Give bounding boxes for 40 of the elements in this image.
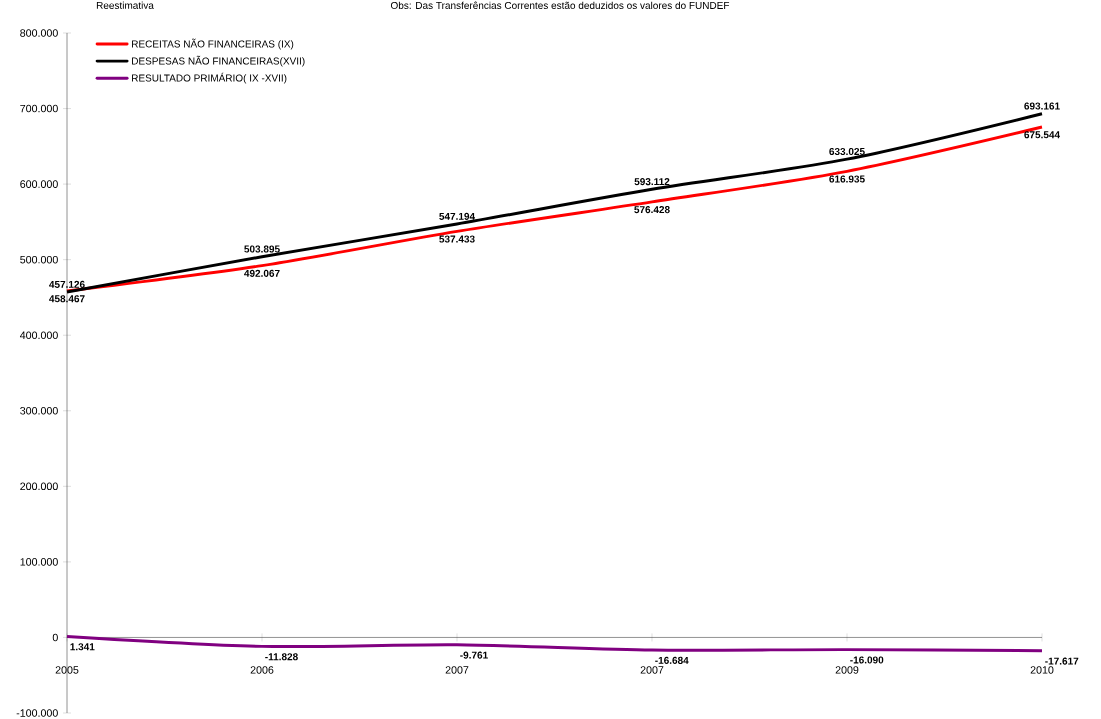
data-label: 457.126 [49, 280, 85, 288]
text: Obs: Das Transferências Correntes estão deduzidos os valores do FUNDEF [390, 1, 730, 9]
legend-label: DESPESAS NÃO FINANCEIRAS(XVII) [132, 55, 305, 67]
y-tick-label: 200.000 [20, 482, 58, 491]
legend-label: RECEITAS NÃO FINANCEIRAS (IX) [132, 38, 294, 50]
x-tick-label: 2007 [640, 666, 664, 674]
y-tick-label: 500.000 [20, 255, 58, 264]
data-label: -16.090 [850, 656, 884, 664]
data-label: 1.341 [70, 643, 95, 651]
legend-label: RESULTADO PRIMÁRIO( IX -XVII) [132, 72, 287, 84]
data-label: 492.067 [244, 269, 280, 277]
data-label: -16.684 [655, 656, 689, 664]
x-tick-label: 2010 [1030, 666, 1054, 674]
y-tick-label: 700.000 [20, 104, 58, 113]
x-tick-label: 2009 [835, 666, 859, 674]
text: Reestimativa [96, 1, 154, 9]
y-tick-label: 600.000 [20, 180, 58, 188]
data-label: -17.617 [1045, 657, 1079, 665]
x-tick-label: 2005 [55, 666, 79, 674]
data-label: 693.161 [1024, 102, 1060, 110]
y-tick-label: -100.000 [16, 709, 58, 717]
data-label: 593.112 [634, 178, 670, 186]
line-series [65, 634, 1044, 653]
data-label: 547.194 [439, 212, 476, 220]
data-label: 537.433 [439, 235, 475, 243]
data-label: 458.467 [49, 295, 85, 303]
data-label: -11.828 [265, 653, 298, 661]
x-tick-label: 2006 [250, 666, 274, 674]
data-label: 503.895 [244, 245, 280, 253]
y-tick-label: 0 [52, 633, 58, 642]
data-label: -9.761 [460, 651, 488, 659]
x-tick-label: 2007 [445, 666, 469, 674]
data-label: 633.025 [829, 147, 865, 156]
y-tick-label: 800.000 [20, 29, 58, 37]
data-label: 576.428 [634, 206, 670, 214]
y-tick-label: 100.000 [20, 558, 58, 566]
data-label: 616.935 [829, 175, 865, 183]
data-label: 675.544 [1024, 131, 1061, 139]
y-tick-label: 300.000 [20, 407, 58, 415]
y-tick-label: 400.000 [19, 331, 58, 339]
